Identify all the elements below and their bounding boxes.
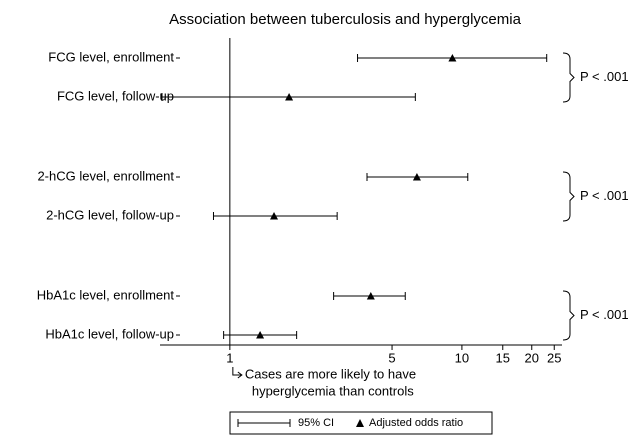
point bbox=[256, 331, 265, 339]
p-value: P < .001 bbox=[580, 188, 629, 203]
p-value: P < .001 bbox=[580, 307, 629, 322]
y-tick-label: 2-hCG level, follow-up bbox=[46, 207, 174, 222]
p-value: P < .001 bbox=[580, 69, 629, 84]
y-tick-label: HbA1c level, follow-up bbox=[45, 326, 174, 341]
point bbox=[270, 212, 279, 220]
legend-label: 95% CI bbox=[298, 417, 334, 429]
annotation-arrow bbox=[232, 367, 243, 379]
x-tick-label: 25 bbox=[547, 350, 561, 365]
legend-box bbox=[229, 411, 493, 435]
bracket bbox=[562, 52, 575, 103]
x-tick-label: 10 bbox=[455, 350, 469, 365]
chart-title: Association between tuberculosis and hyp… bbox=[169, 11, 522, 28]
point bbox=[448, 54, 457, 62]
x-tick-label: 20 bbox=[525, 350, 539, 365]
x-tick-label: 1 bbox=[226, 350, 233, 365]
y-tick-label: FCG level, enrollment bbox=[48, 49, 174, 64]
point bbox=[412, 173, 421, 181]
legend-label: Adjusted odds ratio bbox=[369, 417, 463, 429]
point bbox=[366, 292, 375, 300]
x-tick-label: 15 bbox=[496, 350, 510, 365]
bracket bbox=[562, 290, 575, 341]
x-tick-label: 5 bbox=[388, 350, 395, 365]
annotation: Cases are more likely to have bbox=[245, 366, 416, 381]
annotation: hyperglycemia than controls bbox=[252, 383, 414, 398]
bracket bbox=[562, 171, 575, 222]
y-tick-label: 2-hCG level, enrollment bbox=[37, 168, 174, 183]
point bbox=[285, 93, 294, 101]
legend-marker bbox=[356, 419, 364, 427]
y-tick-label: HbA1c level, enrollment bbox=[37, 287, 175, 302]
y-tick-label: FCG level, follow-up bbox=[57, 88, 174, 103]
